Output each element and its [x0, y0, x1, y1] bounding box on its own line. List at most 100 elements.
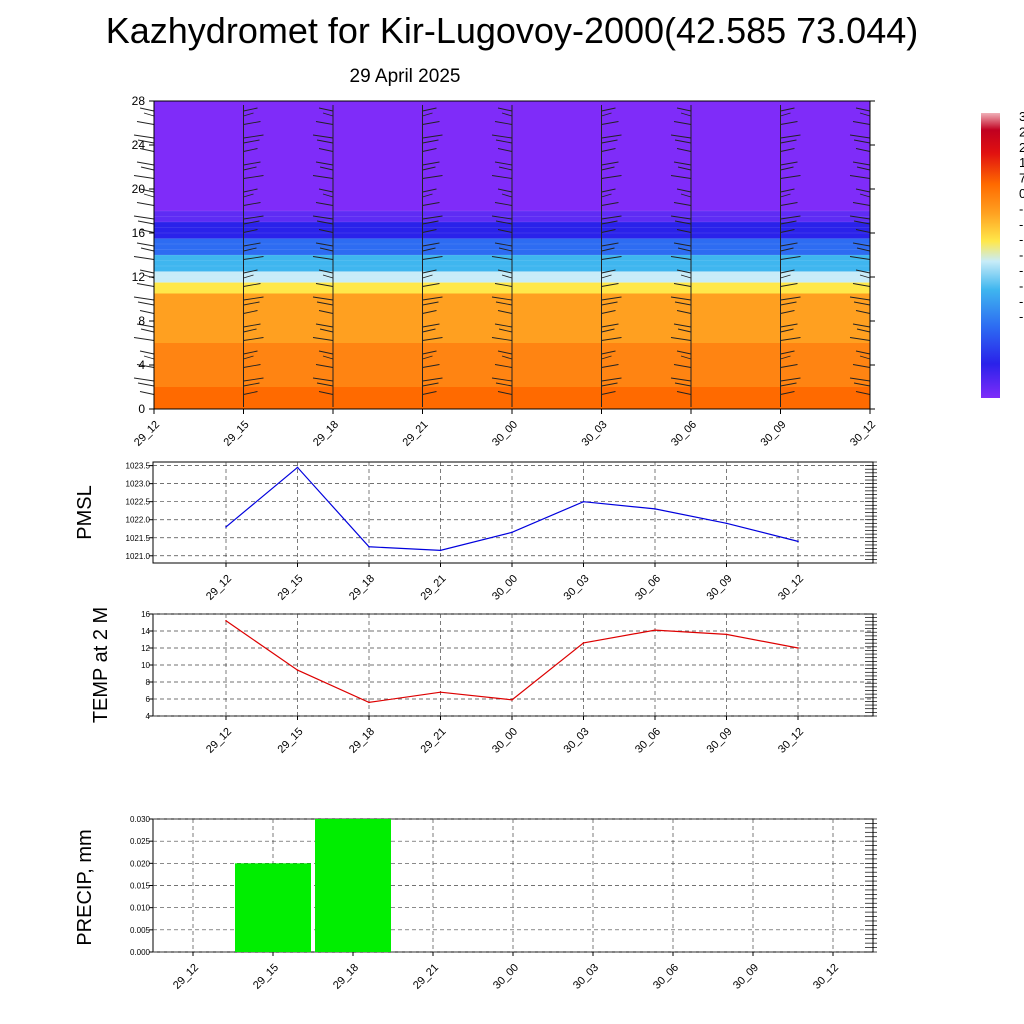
wind-barb [670, 215, 692, 220]
wind-barb [849, 377, 871, 382]
y-tick-label: 1023.5 [126, 462, 151, 471]
wind-barb [136, 364, 155, 368]
x-tick-label: 30_09 [705, 726, 735, 756]
wind-barb [422, 323, 440, 328]
y-tick-label: 4 [146, 712, 151, 721]
y-tick-label: 16 [141, 610, 150, 619]
wind-barb [133, 175, 155, 179]
wind-barb [491, 377, 513, 382]
wind-barb [601, 148, 616, 152]
colorbar-label: - [1019, 217, 1023, 232]
wind-barb [243, 166, 257, 171]
wind-barb [315, 202, 334, 206]
wind-barb [601, 377, 622, 382]
x-tick-label: 29_18 [347, 726, 377, 756]
x-tick-label: 29_18 [311, 419, 341, 449]
colorbar-label: - [1019, 278, 1023, 293]
colorbar-label: - [1019, 294, 1023, 309]
wind-barb [497, 229, 513, 233]
x-tick-label: 29_15 [222, 419, 252, 449]
wind-barb [849, 215, 871, 220]
colorbar-label: - [1019, 201, 1023, 216]
wind-barb [422, 355, 433, 360]
wind-barb [494, 161, 513, 166]
data-point [296, 466, 299, 469]
wind-barb [674, 301, 692, 306]
wind-barb [601, 121, 619, 125]
wind-barb [139, 229, 155, 233]
wind-barb [780, 310, 795, 314]
y-tick-label: 0.005 [130, 926, 151, 935]
wind-barb [780, 337, 801, 341]
wind-barb [139, 148, 155, 152]
y-tick-label: 0 [138, 402, 145, 416]
wind-barb [137, 382, 155, 387]
wind-barb [670, 134, 692, 139]
wind-barb [501, 274, 513, 279]
cross-section-chart: 0 4 8 12 16 20 24 28 29_12 29_15 29_18 29_21 30_00 30… [132, 94, 878, 449]
wind-barb [243, 377, 264, 382]
colorbar-label: - [1019, 263, 1023, 278]
wind-barb [677, 247, 692, 252]
wind-barb [859, 112, 871, 117]
wind-barb [422, 193, 433, 198]
wind-barb [855, 148, 871, 152]
wind-barb [243, 202, 261, 206]
wind-barb [422, 364, 440, 368]
wind-barb [143, 193, 155, 198]
x-tick-label: 30_00 [490, 573, 520, 603]
x-tick-label: 29_15 [276, 726, 306, 756]
wind-barb [422, 121, 440, 125]
wind-barb [780, 134, 801, 139]
colorbar [981, 113, 1000, 398]
wind-barb [243, 121, 261, 125]
wind-barb [422, 242, 440, 247]
wind-barb [422, 107, 437, 112]
colorbar-label: 2 [1019, 124, 1024, 139]
wind-barb [312, 256, 334, 260]
plot-frame [152, 461, 874, 564]
data-point [439, 549, 442, 552]
wind-barb [140, 328, 155, 333]
wind-barb [243, 193, 254, 198]
x-tick-label: 30_00 [490, 726, 520, 756]
y-tick-label: 0.030 [130, 815, 151, 824]
wind-barb [780, 296, 801, 301]
wind-barb [670, 377, 692, 382]
wind-barb [243, 175, 264, 179]
wind-barb [601, 166, 615, 171]
y-tick-label: 1022.5 [126, 498, 151, 507]
y-tick-label: 16 [132, 226, 146, 240]
wind-barb [780, 220, 797, 225]
wind-barb [853, 382, 871, 387]
wind-barb [601, 391, 616, 395]
wind-barb [601, 220, 618, 225]
data-point [368, 545, 370, 548]
wind-barb [315, 121, 334, 125]
wind-barb [322, 355, 334, 360]
wind-barb [676, 188, 692, 193]
wind-barb [243, 247, 257, 252]
wind-barb [315, 364, 334, 368]
wind-barb [498, 328, 513, 333]
wind-barb [422, 202, 440, 206]
wind-barb [139, 391, 155, 395]
wind-barb [139, 350, 155, 355]
wind-barb [133, 377, 155, 382]
wind-barb [318, 350, 334, 355]
wind-barb [673, 161, 692, 166]
data-point [797, 647, 799, 649]
wind-barb [494, 242, 513, 247]
wind-barb [855, 269, 871, 274]
wind-barb [491, 215, 513, 220]
wind-barb [422, 139, 439, 144]
y-tick-label: 12 [132, 270, 146, 284]
wind-barb [601, 283, 619, 287]
wind-barb [243, 256, 264, 260]
wind-barb [136, 202, 155, 206]
wind-barb [315, 242, 334, 247]
wind-barb [855, 229, 871, 233]
x-tick-label: 30_12 [811, 962, 841, 992]
wind-barb [497, 391, 513, 395]
